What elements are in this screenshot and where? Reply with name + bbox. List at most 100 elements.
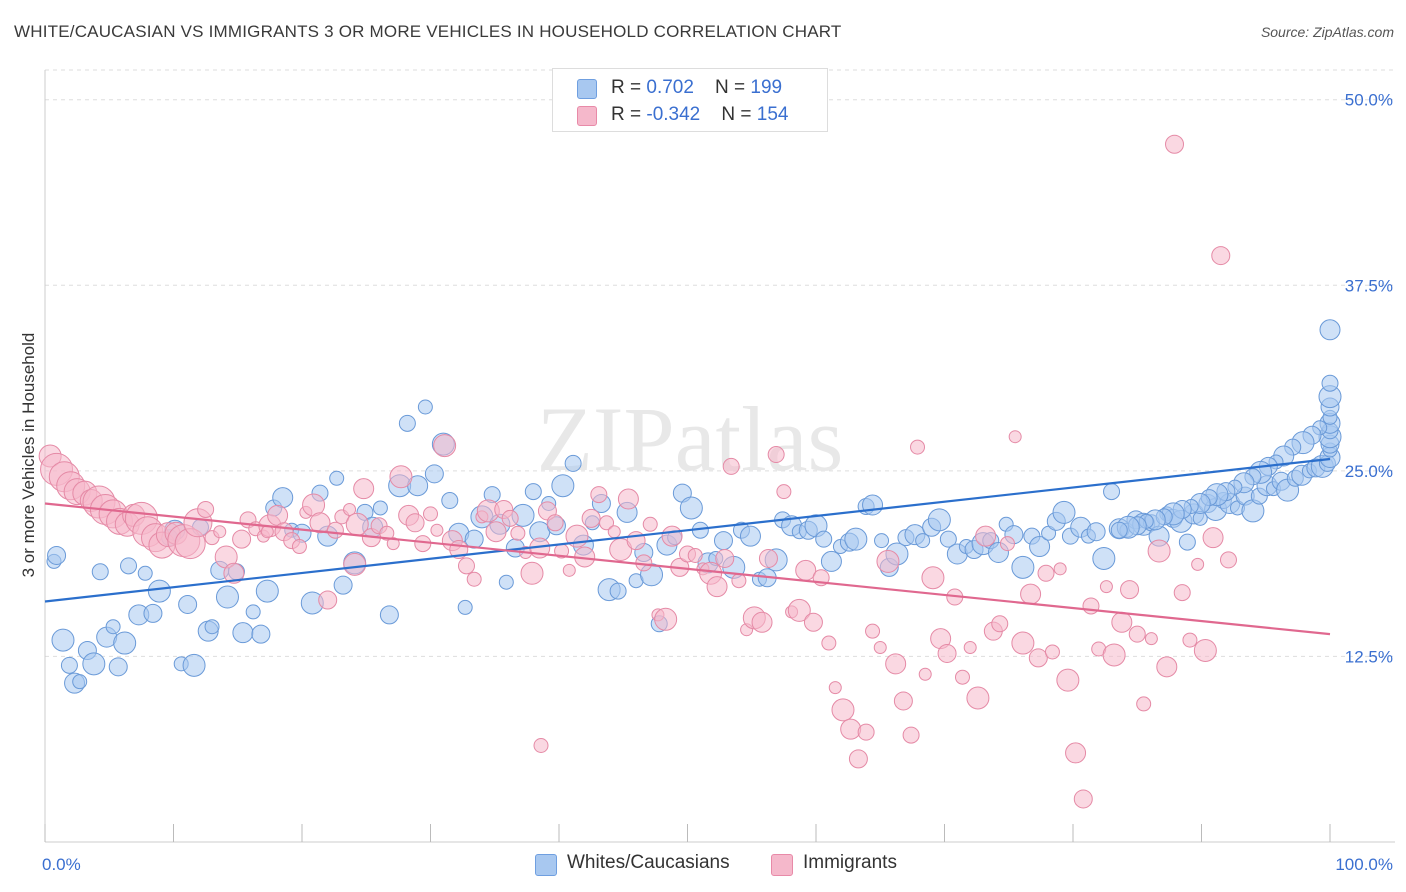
data-point (1191, 557, 1205, 571)
data-point (713, 531, 733, 551)
data-point (113, 631, 137, 655)
data-point (389, 465, 413, 489)
data-point (379, 525, 395, 541)
data-point (430, 523, 444, 537)
legend-n-label: N = (715, 77, 751, 98)
trend-lines (44, 457, 1331, 636)
data-point (47, 545, 67, 565)
data-point (457, 557, 475, 575)
data-point (1193, 638, 1217, 662)
data-point (751, 611, 773, 633)
data-point (333, 575, 353, 595)
data-point (599, 515, 615, 531)
data-point (182, 653, 206, 677)
bottom-legend-swatch-whites (535, 854, 557, 876)
data-point (204, 619, 220, 635)
data-point (1011, 555, 1035, 579)
data-point (291, 539, 307, 555)
data-point (232, 622, 254, 644)
y-tick-label: 12.5% (1345, 647, 1393, 666)
x-tick-labels: 0.0% 100.0% (42, 855, 1393, 874)
data-point (874, 533, 890, 549)
data-point (105, 619, 121, 635)
data-point (1144, 632, 1158, 646)
data-point (1211, 246, 1231, 266)
data-point (831, 698, 855, 722)
chart-title: WHITE/CAUCASIAN VS IMMIGRANTS 3 OR MORE … (14, 22, 842, 41)
data-point (1156, 656, 1178, 678)
data-point (937, 643, 957, 663)
data-point (731, 573, 747, 589)
data-point (60, 656, 78, 674)
data-point (1178, 533, 1196, 551)
data-point (120, 557, 138, 575)
data-point (687, 547, 703, 563)
y-tick-label: 25.0% (1345, 462, 1393, 481)
data-point (72, 674, 88, 690)
data-point (1111, 611, 1133, 633)
data-point (1219, 551, 1237, 569)
bottom-legend-label-whites: Whites/Caucasians (567, 852, 730, 873)
data-point (329, 470, 345, 486)
data-point (927, 508, 951, 532)
data-point (803, 612, 823, 632)
data-point (1319, 319, 1341, 341)
data-point (915, 533, 931, 549)
data-point (661, 525, 683, 547)
data-point (510, 525, 526, 541)
data-point (51, 628, 75, 652)
data-point (1103, 483, 1121, 501)
data-point (423, 506, 438, 522)
data-point (581, 508, 601, 528)
legend-swatch-immigrants (577, 106, 597, 126)
data-point (617, 488, 639, 510)
data-point (353, 478, 375, 500)
source-label: Source: ZipAtlas.com (1260, 24, 1394, 40)
data-point (343, 502, 357, 516)
data-point (1011, 631, 1035, 655)
data-point (372, 500, 388, 516)
data-point (466, 571, 482, 587)
data-point (963, 641, 977, 655)
data-point (840, 718, 862, 740)
data-point (767, 446, 785, 464)
data-point (143, 603, 163, 623)
x-tick-label: 0.0% (42, 855, 81, 874)
data-point (562, 563, 576, 577)
data-point (739, 525, 761, 547)
data-point (1020, 583, 1042, 605)
data-point (457, 599, 473, 615)
data-point (108, 657, 128, 677)
data-point (326, 521, 344, 539)
data-point (417, 399, 433, 415)
y-tick-label: 50.0% (1345, 91, 1393, 110)
watermark: ZIPatlas (537, 388, 844, 490)
data-point (441, 492, 459, 510)
data-point (215, 585, 239, 609)
axes (44, 70, 1395, 843)
data-point (1165, 134, 1185, 154)
legend-r-value: 0.702 (646, 77, 694, 98)
legend-swatch-whites (577, 79, 597, 99)
data-point (1008, 430, 1022, 444)
data-point (910, 439, 926, 455)
data-point (815, 530, 833, 548)
y-tick-label: 37.5% (1345, 276, 1393, 295)
data-point (758, 548, 778, 568)
data-point (485, 521, 507, 543)
data-point (551, 474, 575, 498)
y-tick-labels: 12.5% 25.0% 37.5% 50.0% (1345, 91, 1393, 667)
data-point (787, 598, 811, 622)
data-point (1086, 522, 1106, 542)
data-point (1052, 500, 1076, 524)
data-point (1037, 564, 1055, 582)
data-point (1173, 584, 1191, 602)
data-point (876, 549, 900, 573)
data-point (1128, 625, 1146, 643)
data-point (498, 574, 514, 590)
data-point (844, 527, 868, 551)
data-point (642, 516, 658, 532)
data-point (343, 552, 367, 576)
data-point (1202, 527, 1224, 549)
